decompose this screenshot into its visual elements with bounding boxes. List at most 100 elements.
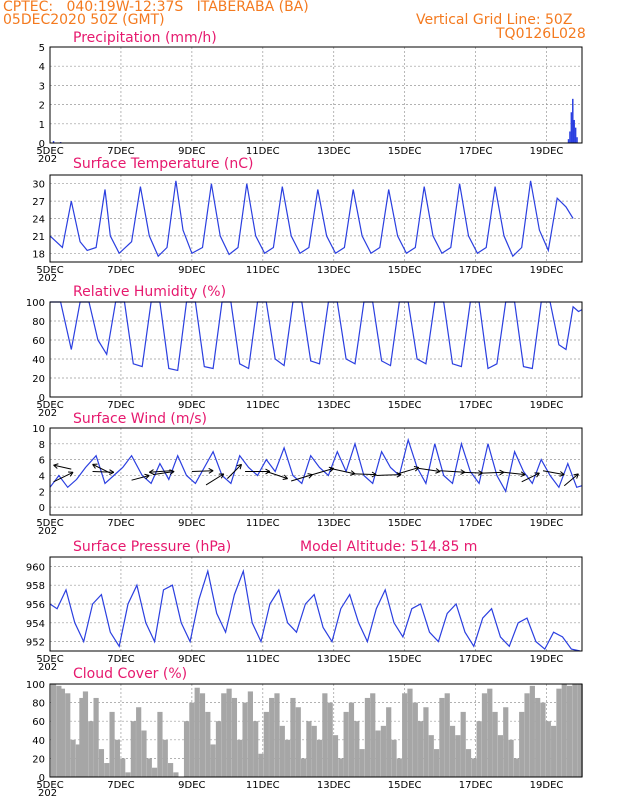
wind-arrow	[330, 467, 356, 475]
wind-arrow	[205, 473, 225, 486]
cloud-bar	[423, 707, 429, 777]
cloud-bar	[70, 739, 76, 777]
cloud-bar	[519, 711, 525, 777]
cloud-bar	[566, 685, 573, 777]
cloud-bar	[348, 702, 355, 777]
y-tick-label: 10	[32, 424, 45, 435]
x-tick-label: 7DEC	[107, 518, 134, 529]
panel-title: Precipitation (mm/h)	[73, 30, 217, 46]
wind-arrow	[312, 467, 334, 476]
wind-arrow-head	[413, 466, 420, 472]
cloud-bar	[109, 711, 115, 777]
cloud-bar	[572, 684, 578, 777]
cloud-bar	[136, 707, 142, 777]
cloud-bar	[391, 739, 397, 777]
precip-bar	[576, 137, 578, 143]
x-tick-label: 15DEC	[388, 654, 422, 665]
cloud-bar	[279, 725, 285, 777]
x-year-label: 202	[38, 526, 57, 537]
cloud-bar	[258, 753, 264, 777]
panel-title: Cloud Cover (%)	[73, 666, 187, 682]
cloud-bar	[183, 721, 190, 777]
cloud-bar	[311, 725, 317, 777]
cloud-bar	[370, 693, 376, 777]
x-tick-label: 5DEC	[36, 518, 63, 529]
wind-arrow	[226, 464, 242, 479]
model-altitude-label: Model Altitude: 514.85 m	[300, 539, 477, 555]
cloud-bar	[449, 725, 456, 777]
y-tick-label: 80	[32, 699, 45, 710]
cloud-bar	[375, 730, 381, 777]
wind-arrow-head	[520, 471, 526, 478]
cloud-bar	[247, 691, 253, 777]
precip-bar	[52, 141, 55, 143]
x-tick-label: 9DEC	[178, 780, 205, 791]
panel-frame	[49, 174, 583, 263]
y-tick-label: 1	[39, 120, 45, 131]
cloud-bar	[492, 711, 498, 777]
cloud-bar	[59, 688, 66, 777]
cloud-bar	[290, 697, 296, 777]
y-tick-label: 100	[26, 680, 45, 691]
cloud-bar	[285, 739, 291, 777]
x-tick-label: 19DEC	[530, 780, 564, 791]
y-tick-label: 8	[39, 440, 45, 451]
wind-arrow-head	[68, 471, 74, 477]
series-line	[49, 568, 581, 652]
header-grid-line: Vertical Grid Line: 50Z	[416, 12, 573, 28]
x-tick-label: 7DEC	[107, 780, 134, 791]
y-tick-label: 0	[39, 139, 45, 150]
panel-frame	[49, 301, 583, 398]
wind-arrow-head	[208, 468, 214, 474]
x-tick-label: 17DEC	[459, 400, 493, 411]
y-tick-label: 60	[32, 717, 45, 728]
wind-arrow	[397, 467, 419, 475]
cloud-bar	[513, 758, 519, 777]
x-tick-label: 9DEC	[178, 146, 205, 157]
y-tick-label: 2	[39, 101, 45, 112]
cloud-bar	[199, 693, 206, 777]
y-tick-label: 20	[32, 754, 45, 765]
cloud-bar	[332, 735, 339, 777]
x-tick-label: 17DEC	[459, 265, 493, 276]
y-tick-label: 40	[32, 736, 45, 747]
cloud-bar	[269, 697, 275, 777]
header-line1: CPTEC: 040:19W-12:37S ITABERABA (BA)	[3, 0, 309, 15]
y-tick-label: 0	[39, 503, 45, 514]
x-tick-label: 5DEC	[36, 654, 63, 665]
panel-frame	[49, 683, 583, 778]
cloud-bar	[274, 693, 280, 777]
cloud-bar	[545, 721, 551, 777]
wind-arrow	[542, 470, 565, 476]
cloud-bar	[50, 684, 57, 777]
y-tick-label: 80	[32, 317, 45, 328]
wind-arrow	[440, 470, 465, 473]
y-tick-label: 952	[26, 638, 45, 649]
y-tick-label: 18	[32, 249, 45, 260]
precip-bar	[573, 119, 575, 143]
x-tick-label: 7DEC	[107, 146, 134, 157]
x-tick-label: 19DEC	[530, 265, 564, 276]
series-line	[50, 301, 583, 372]
wind-arrow	[503, 471, 526, 476]
cloud-bar	[508, 739, 514, 777]
x-tick-label: 5DEC	[36, 146, 63, 157]
cloud-bar	[354, 721, 360, 777]
wind-arrow	[563, 473, 579, 487]
wind-arrow-head	[307, 473, 313, 479]
cloud-bar	[253, 721, 259, 777]
y-tick-label: 956	[26, 600, 45, 611]
y-tick-label: 3	[39, 81, 45, 92]
cloud-bar	[316, 739, 323, 777]
y-tick-label: 60	[32, 336, 45, 347]
x-tick-label: 7DEC	[107, 400, 134, 411]
x-tick-label: 11DEC	[246, 265, 280, 276]
x-tick-label: 17DEC	[459, 654, 493, 665]
cloud-bar	[221, 693, 227, 777]
y-tick-label: 27	[32, 197, 45, 208]
y-tick-label: 21	[32, 232, 45, 243]
wind-arrow	[376, 474, 402, 476]
cloud-bar	[471, 758, 477, 777]
cloud-bar	[561, 684, 567, 777]
cloud-bar	[65, 693, 71, 777]
